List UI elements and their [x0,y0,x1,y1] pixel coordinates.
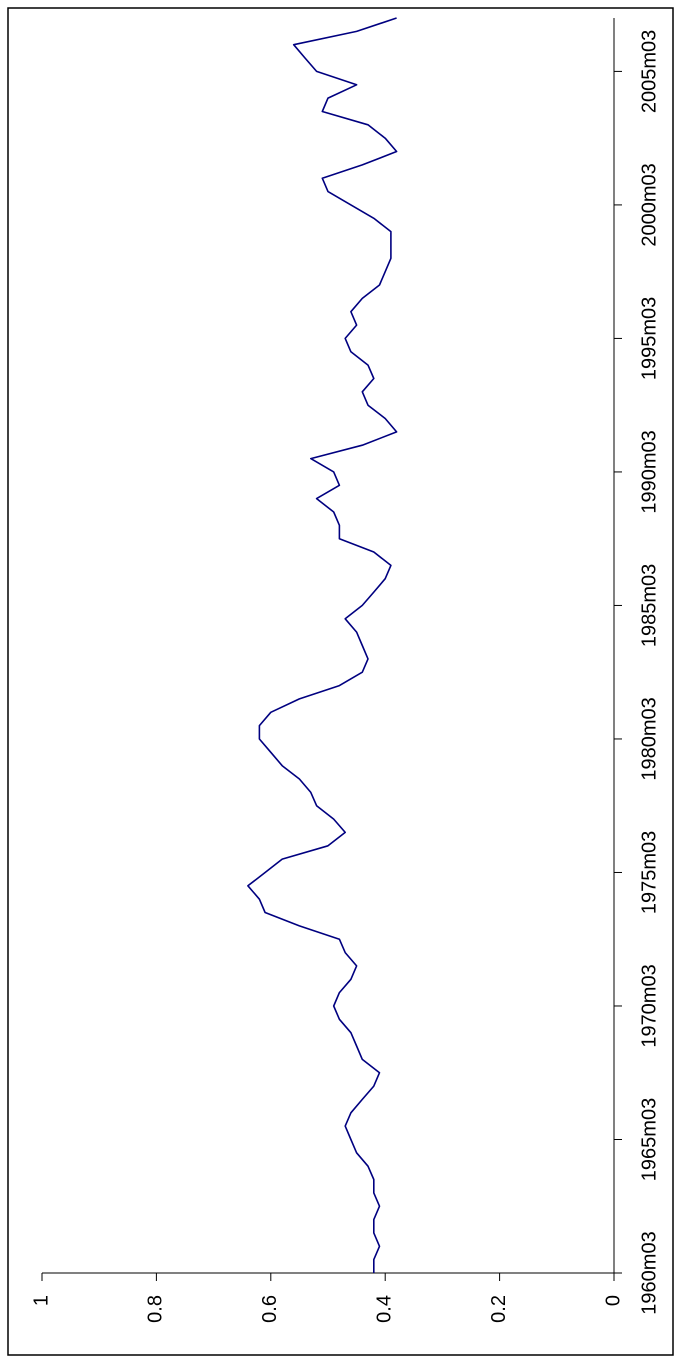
x-tick-label: 1975m03 [638,831,660,914]
x-tick-label: 2000m03 [638,163,660,246]
frame [7,7,674,1356]
x-tick-label: 1990m03 [638,430,660,513]
y-tick-label: 0.4 [373,1295,395,1323]
x-tick-label: 1960m03 [638,1231,660,1314]
x-tick-label: 2005m03 [638,30,660,113]
y-tick-label: 1 [30,1295,52,1306]
x-tick-label: 1985m03 [638,564,660,647]
y-tick-label: 0 [602,1295,624,1306]
x-tick-label: 1995m03 [638,297,660,380]
x-tick-label: 1980m03 [638,697,660,780]
x-tick-label: 1965m03 [638,1098,660,1181]
x-tick-label: 1970m03 [638,964,660,1047]
y-tick-label: 0.6 [259,1295,281,1323]
y-tick-label: 0.2 [488,1295,510,1323]
line-series [247,17,398,1273]
y-tick-label: 0.8 [145,1295,167,1323]
